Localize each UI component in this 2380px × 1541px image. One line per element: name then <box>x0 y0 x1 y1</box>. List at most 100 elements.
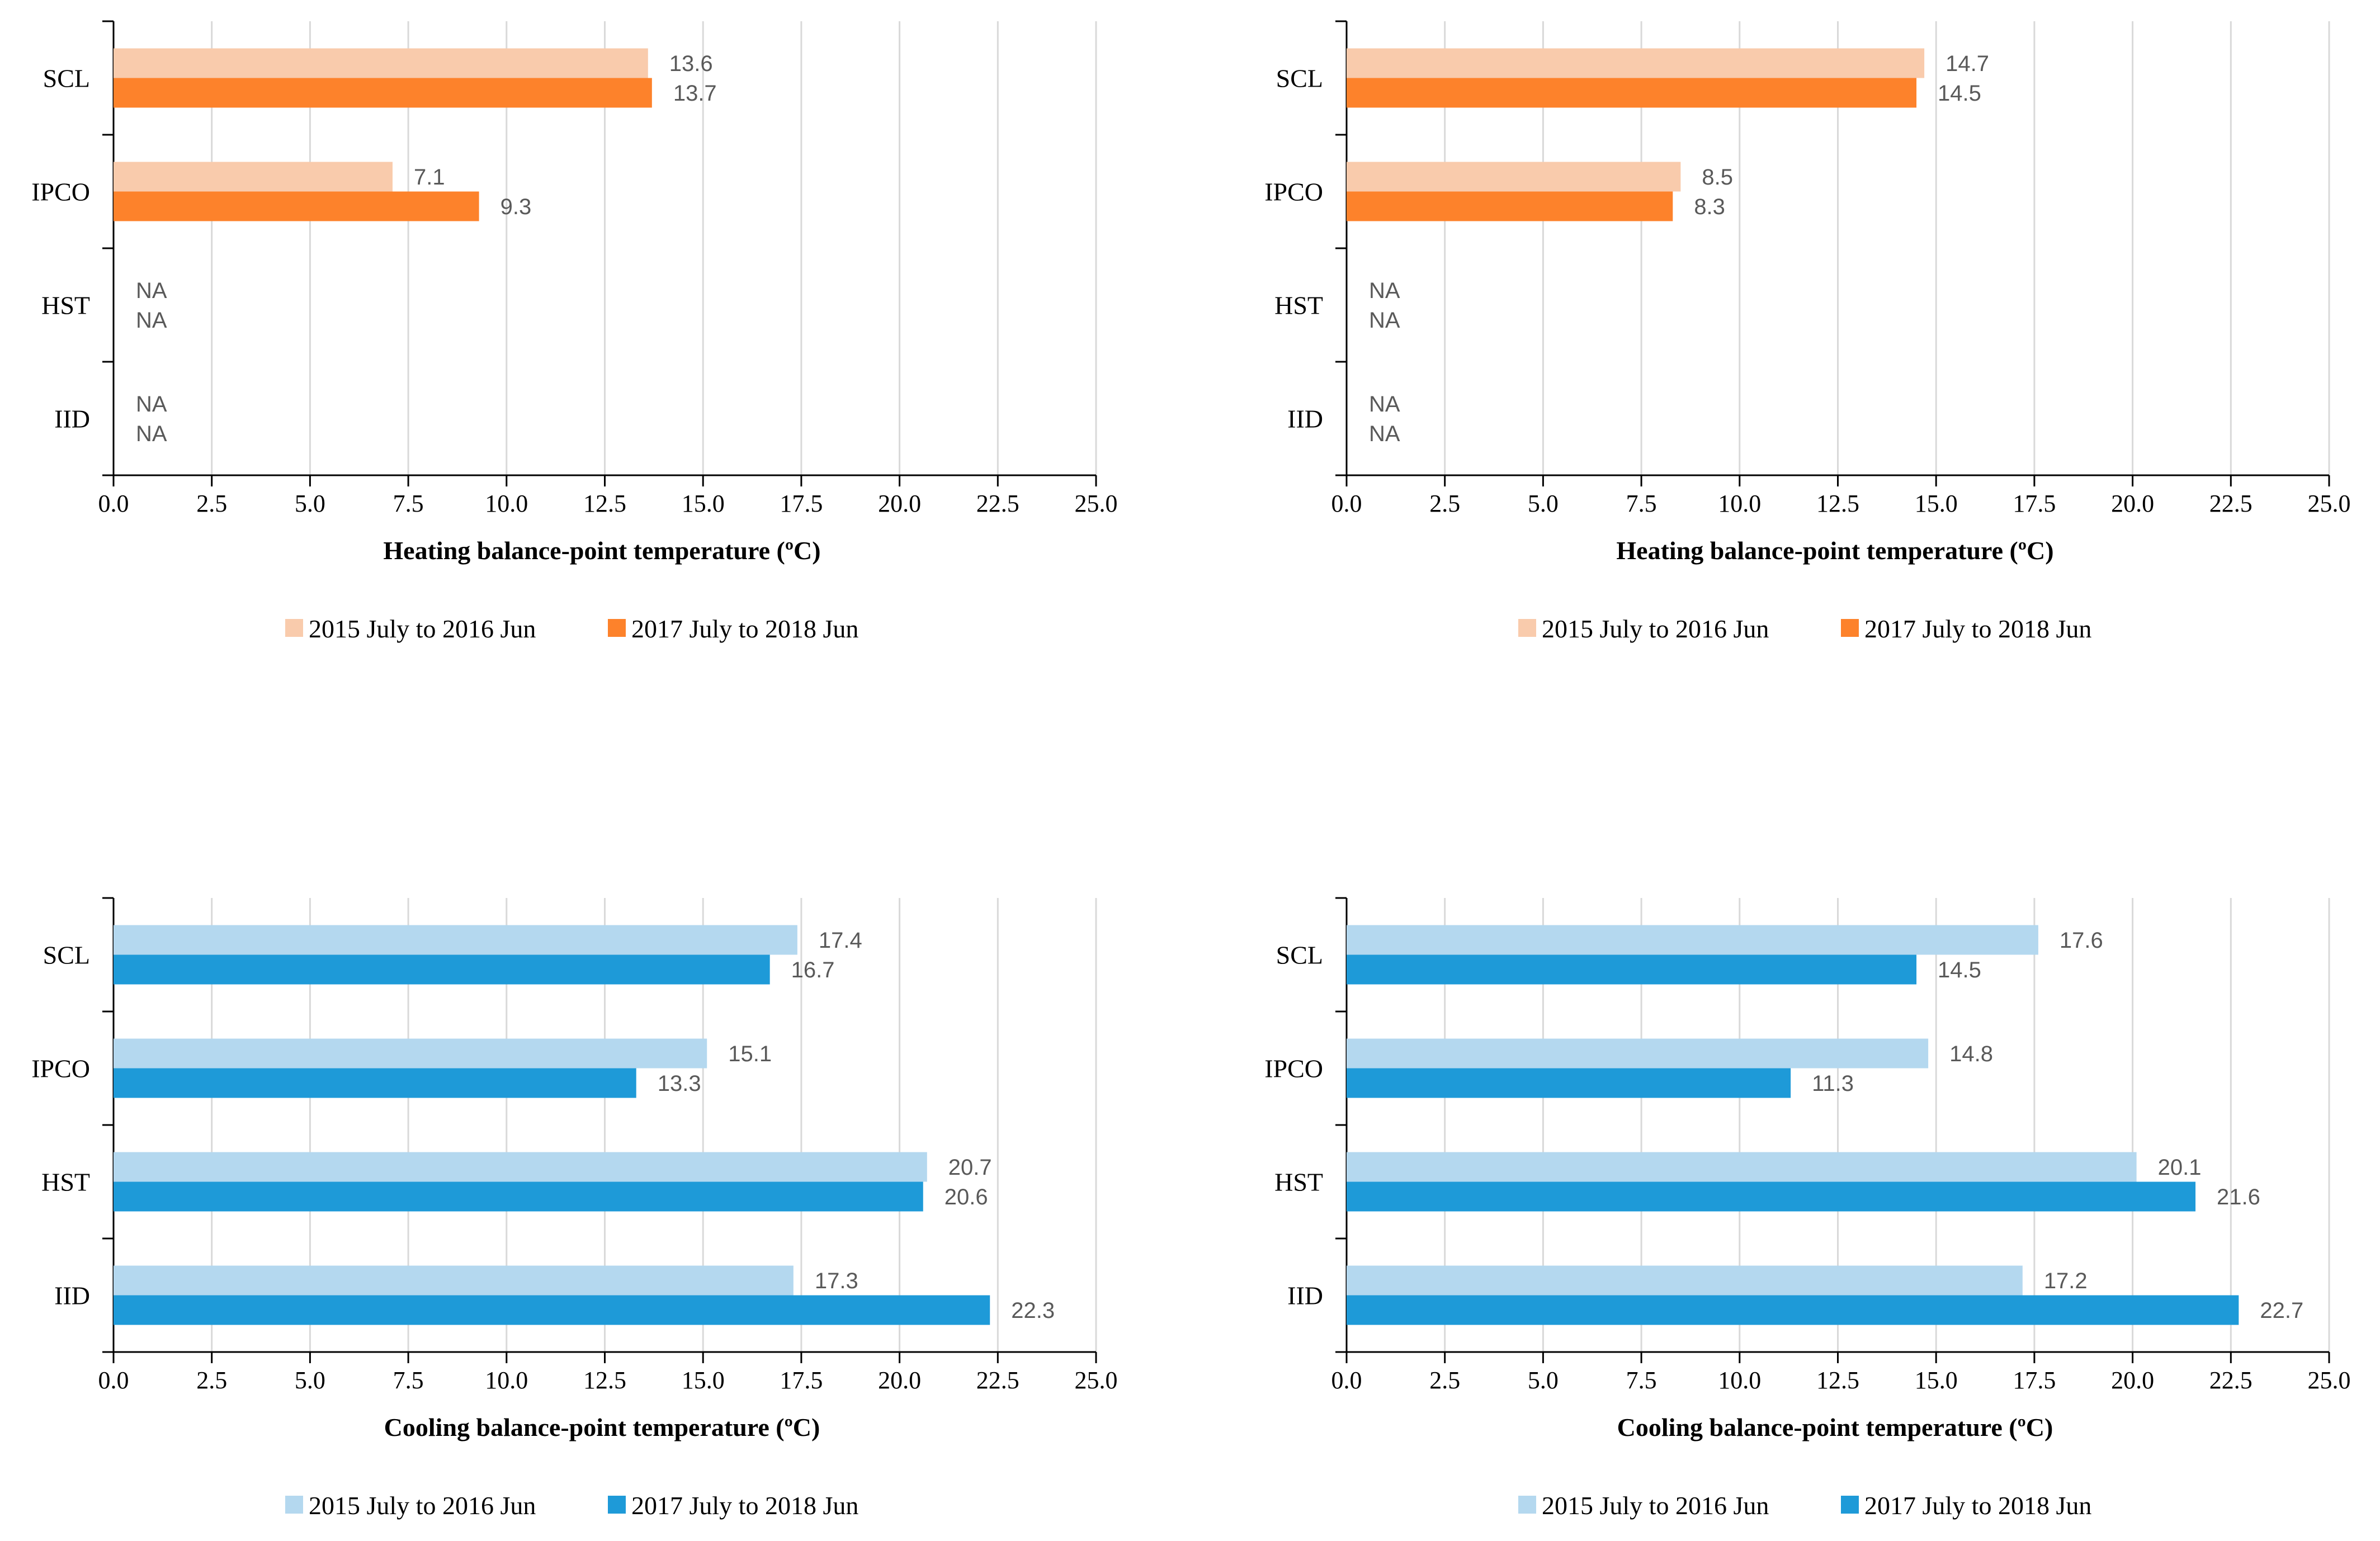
data-label: 8.5 <box>1702 165 1733 190</box>
x-tick-label: 5.0 <box>1528 1367 1559 1394</box>
x-tick-label: 5.0 <box>295 490 325 517</box>
legend: 2015 July to 2016 Jun 2017 July to 2018 J… <box>285 614 858 643</box>
data-label: NA <box>1369 278 1400 303</box>
category-label: SCL <box>43 941 90 970</box>
data-label: 20.6 <box>945 1185 988 1209</box>
legend-swatch <box>1841 1496 1859 1514</box>
legend-label: 2015 July to 2016 Jun <box>1542 614 1769 643</box>
x-tick-label: 7.5 <box>1626 490 1657 517</box>
category-label: IID <box>1287 1282 1323 1310</box>
legend-label: 2015 July to 2016 Jun <box>309 614 536 643</box>
data-label: 20.7 <box>948 1155 992 1180</box>
x-tick-label: 10.0 <box>1718 1367 1761 1394</box>
legend-label: 2015 July to 2016 Jun <box>1542 1491 1769 1520</box>
data-label: NA <box>136 278 167 303</box>
legend-swatch <box>1518 619 1536 637</box>
category-label: IPCO <box>1264 1055 1323 1083</box>
x-tick-label: 0.0 <box>98 1367 129 1394</box>
legend-item: 2017 July to 2018 Jun <box>608 1491 858 1520</box>
x-tick-label: 22.5 <box>2209 1367 2252 1394</box>
bar <box>1347 954 1917 985</box>
bar <box>1347 1265 2023 1296</box>
chart-panel-1: 0.0 2.5 5.0 7.5 10.0 12.5 15.0 17.5 20.0 22.5 25.0… <box>31 20 1118 643</box>
category-label: IID <box>1287 405 1323 433</box>
data-label: 20.1 <box>2158 1155 2202 1180</box>
legend-swatch <box>285 1496 303 1514</box>
data-label: 17.2 <box>2044 1269 2088 1293</box>
x-tick-label: 5.0 <box>1528 490 1559 517</box>
x-tick-label: 22.5 <box>976 1367 1019 1394</box>
legend-label: 2015 July to 2016 Jun <box>309 1491 536 1520</box>
data-label: 13.6 <box>669 51 713 76</box>
x-tick-label: 17.5 <box>2013 490 2056 517</box>
bar <box>1347 1295 2239 1325</box>
x-tick-label: 17.5 <box>780 490 823 517</box>
category-label: IPCO <box>1264 178 1323 206</box>
x-axis-title: Cooling balance-point temperature (ºC) <box>384 1413 820 1441</box>
data-label: 13.7 <box>673 81 717 106</box>
data-label: 9.3 <box>500 195 532 219</box>
legend-label: 2017 July to 2018 Jun <box>1864 1491 2091 1520</box>
chart-panel-3: 0.0 2.5 5.0 7.5 10.0 12.5 15.0 17.5 20.0 22.5 25.0… <box>31 897 1118 1520</box>
x-tick-label: 22.5 <box>976 490 1019 517</box>
category-label: SCL <box>1276 64 1323 93</box>
data-label: 17.6 <box>2060 928 2103 953</box>
category-label: IID <box>54 405 90 433</box>
legend-item: 2017 July to 2018 Jun <box>1841 614 2091 643</box>
data-label: NA <box>136 392 167 417</box>
x-tick-label: 22.5 <box>2209 490 2252 517</box>
x-axis-title: Cooling balance-point temperature (ºC) <box>1617 1413 2053 1441</box>
data-label: 17.3 <box>815 1269 858 1293</box>
bar <box>114 1038 707 1069</box>
chart-panel-4: 0.0 2.5 5.0 7.5 10.0 12.5 15.0 17.5 20.0 22.5 25.0… <box>1264 897 2351 1520</box>
legend-item: 2015 July to 2016 Jun <box>285 614 536 643</box>
data-label: NA <box>136 308 167 333</box>
x-tick-label: 12.5 <box>583 490 626 517</box>
x-tick-label: 0.0 <box>98 490 129 517</box>
bar <box>114 48 648 78</box>
bar <box>1347 1068 1791 1098</box>
x-tick-label: 0.0 <box>1331 490 1362 517</box>
bar <box>1347 925 2038 955</box>
x-tick-label: 17.5 <box>780 1367 823 1394</box>
legend-label: 2017 July to 2018 Jun <box>1864 614 2091 643</box>
legend-item: 2015 July to 2016 Jun <box>285 1491 536 1520</box>
legend-swatch <box>608 1496 626 1514</box>
bar <box>1347 1038 1929 1069</box>
category-label: HST <box>1274 1168 1323 1197</box>
x-tick-label: 10.0 <box>485 490 528 517</box>
bar <box>1347 1152 2137 1182</box>
data-label: 16.7 <box>791 958 835 982</box>
x-tick-label: 5.0 <box>295 1367 325 1394</box>
data-label: 21.6 <box>2217 1185 2260 1209</box>
data-label: 13.3 <box>658 1071 701 1096</box>
x-tick-label: 20.0 <box>878 490 921 517</box>
bar <box>114 78 652 108</box>
data-label: NA <box>1369 422 1400 446</box>
data-label: NA <box>1369 308 1400 333</box>
legend-item: 2015 July to 2016 Jun <box>1518 1491 1769 1520</box>
data-label: 14.5 <box>1938 81 1981 106</box>
x-tick-label: 20.0 <box>2111 1367 2154 1394</box>
x-tick-label: 7.5 <box>393 1367 424 1394</box>
x-tick-label: 2.5 <box>196 1367 227 1394</box>
x-tick-label: 25.0 <box>1075 490 1118 517</box>
bar <box>114 162 393 192</box>
data-label: 8.3 <box>1694 195 1725 219</box>
x-tick-label: 20.0 <box>878 1367 921 1394</box>
x-tick-label: 12.5 <box>583 1367 626 1394</box>
x-tick-label: 2.5 <box>196 490 227 517</box>
x-tick-label: 15.0 <box>682 490 725 517</box>
x-tick-label: 7.5 <box>1626 1367 1657 1394</box>
data-label: NA <box>1369 392 1400 417</box>
data-label: 22.7 <box>2260 1298 2303 1323</box>
bar <box>114 925 797 955</box>
category-label: IPCO <box>31 178 90 206</box>
legend: 2015 July to 2016 Jun 2017 July to 2018 J… <box>1518 1491 2091 1520</box>
legend: 2015 July to 2016 Jun 2017 July to 2018 J… <box>285 1491 858 1520</box>
bar <box>1347 191 1673 221</box>
data-label: 15.1 <box>728 1042 772 1066</box>
bar <box>1347 162 1681 192</box>
bar <box>114 1295 990 1325</box>
legend-swatch <box>1518 1496 1536 1514</box>
